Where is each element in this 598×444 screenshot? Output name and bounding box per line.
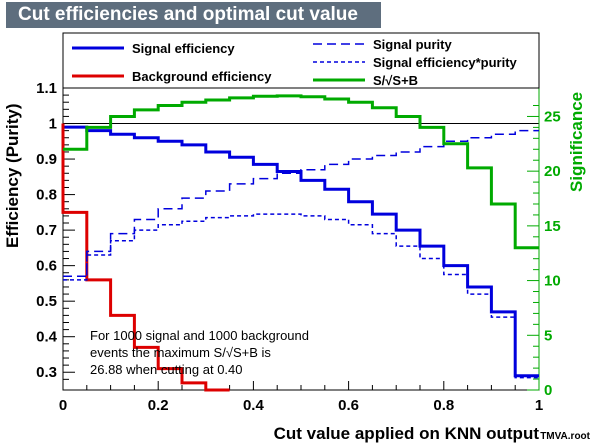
x-axis: 0 0.2 0.4 0.6 0.8 1 [59, 381, 543, 414]
x-tick-label: 0.2 [148, 397, 169, 414]
series-line [63, 125, 539, 378]
legend: Signal efficiency Background efficiency Si… [72, 37, 518, 88]
y2-tick-label: 0 [544, 382, 552, 399]
y-axis: 0.3 0.4 0.5 0.6 0.7 0.8 0.9 1 1.1 [36, 80, 75, 381]
series-layer [61, 94, 539, 392]
legend-box [62, 32, 540, 89]
y2-axis-label: Significance [567, 92, 586, 192]
annotation-line-3: 26.88 when cutting at 0.40 [90, 362, 243, 377]
series-line [61, 123, 230, 392]
chart-title: Cut efficiencies and optimal cut value [18, 4, 358, 25]
y2-tick-label: 20 [544, 163, 561, 180]
x-tick-label: 0.4 [243, 397, 265, 414]
y-tick-label: 0.6 [36, 258, 57, 275]
footer-label: TMVA.root [540, 431, 590, 442]
y-tick-label: 0.9 [36, 151, 57, 168]
y-tick-label: 1.1 [36, 80, 57, 97]
x-tick-label: 0.8 [433, 397, 454, 414]
legend-label: Signal efficiency [132, 41, 235, 56]
y2-tick-label: 5 [544, 327, 552, 344]
y2-tick-label: 15 [544, 218, 561, 235]
legend-label: Signal purity [373, 37, 453, 52]
y-tick-label: 0.5 [36, 293, 57, 310]
y2-tick-label: 25 [544, 108, 561, 125]
y-axis-label: Efficiency (Purity) [3, 103, 22, 248]
series-line [63, 213, 539, 379]
y2-axis: 0 5 10 15 20 25 [527, 88, 561, 399]
legend-label: S/√S+B [373, 73, 418, 88]
x-tick-label: 0 [59, 397, 67, 414]
title-box: Cut efficiencies and optimal cut value [6, 2, 381, 28]
legend-label: Signal efficiency*purity [373, 55, 518, 70]
y-tick-label: 0.8 [36, 187, 57, 204]
y-tick-label: 0.7 [36, 222, 57, 239]
series-line [63, 129, 539, 278]
x-tick-label: 0.6 [338, 397, 359, 414]
y2-tick-label: 10 [544, 273, 561, 290]
annotation-line-1: For 1000 signal and 1000 background [90, 328, 309, 343]
legend-label: Background efficiency [132, 69, 272, 84]
y-tick-label: 1 [49, 116, 57, 133]
series-line [63, 94, 539, 250]
x-tick-label: 1 [535, 397, 543, 414]
y-tick-label: 0.3 [36, 364, 57, 381]
annotation-line-2: events the maximum S/√S+B is [90, 345, 271, 360]
x-axis-label: Cut value applied on KNN output [274, 424, 540, 443]
y-tick-label: 0.4 [36, 329, 58, 346]
